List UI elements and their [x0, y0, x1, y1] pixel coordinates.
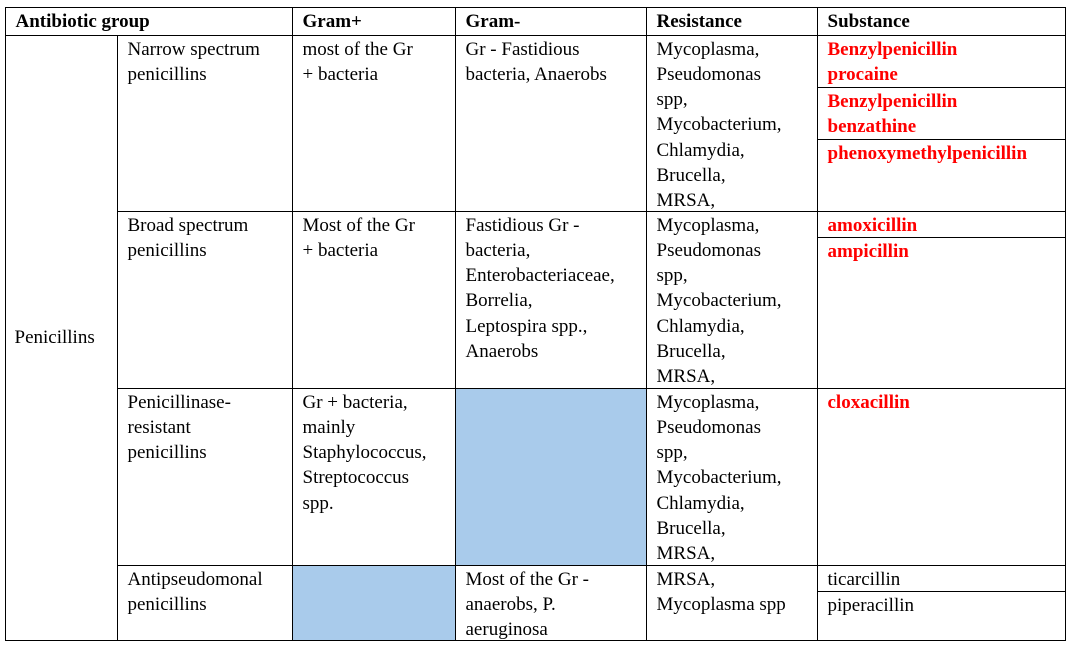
- text-line: Resistance: [656, 10, 742, 32]
- text-line: Gr + bacteria,: [302, 391, 408, 413]
- subgroup-cell: Penicillinase-resistant penicillins: [116, 387, 293, 566]
- text-line: Fastidious Gr -: [465, 214, 580, 236]
- text-line: MRSA,: [656, 366, 716, 388]
- text-line: piperacillin: [827, 594, 915, 616]
- gram-neg-cell: [454, 387, 647, 566]
- text-line: Mycoplasma spp: [656, 593, 786, 615]
- text-line: cloxacillin: [827, 391, 910, 413]
- text-line: penicillins: [127, 593, 207, 615]
- text-line: mainly: [302, 416, 356, 438]
- substance-cell: ampicillin: [816, 236, 1066, 389]
- text-line: Streptococcus: [302, 467, 410, 489]
- gram-pos-cell: Gr + bacteria, mainly Staphylococcus, Strep…: [291, 387, 456, 566]
- text-line: spp.: [302, 492, 334, 514]
- text-line: Pseudomonas: [656, 63, 762, 85]
- substance-cell: cloxacillin: [816, 387, 1066, 566]
- text-line: Mycoplasma,: [656, 214, 760, 236]
- text-line: Chlamydia,: [656, 139, 745, 161]
- text-line: Brucella,: [656, 164, 726, 186]
- text-line: bacteria,: [465, 239, 531, 261]
- gram-pos-cell: most of the Gr + bacteria: [291, 34, 456, 212]
- substance-cell: piperacillin: [816, 590, 1066, 641]
- text-line: Antibiotic group: [15, 10, 150, 32]
- gram-neg-cell: Fastidious Gr - bacteria, Enterobacteriace…: [454, 210, 647, 389]
- gram-neg-cell: Most of the Gr - anaerobs, P. aeruginosa: [454, 564, 647, 641]
- text-line: Antipseudomonal: [127, 568, 263, 590]
- text-line: Gram+: [302, 10, 362, 32]
- text-line: Leptospira spp.,: [465, 315, 588, 337]
- text-line: Enterobacteriaceae,: [465, 265, 615, 287]
- text-line: ticarcillin: [827, 568, 901, 590]
- text-line: Chlamydia,: [656, 492, 745, 514]
- header-cell: Substance: [816, 6, 1066, 36]
- substance-cell: ticarcillin: [816, 564, 1066, 592]
- text-line: Mycobacterium,: [656, 114, 782, 136]
- header-cell: Gram+: [291, 6, 456, 36]
- substance-cell: amoxicillin: [816, 210, 1066, 238]
- subgroup-cell: Antipseudomonal penicillins: [116, 564, 293, 641]
- text-line: procaine: [827, 63, 898, 85]
- text-line: Most of the Gr -: [465, 568, 589, 590]
- text-line: MRSA,: [656, 190, 716, 212]
- text-line: + bacteria: [302, 239, 379, 261]
- text-line: phenoxymethylpenicillin: [827, 142, 1028, 164]
- text-line: Borrelia,: [465, 290, 533, 312]
- text-line: Mycobacterium,: [656, 290, 782, 312]
- text-line: Mycoplasma,: [656, 38, 760, 60]
- text-line: aeruginosa: [465, 619, 548, 641]
- text-line: + bacteria: [302, 63, 379, 85]
- text-line: MRSA,: [656, 568, 716, 590]
- text-line: penicillins: [127, 239, 207, 261]
- text-line: MRSA,: [656, 543, 716, 565]
- subgroup-cell: Broad spectrum penicillins: [116, 210, 293, 389]
- text-line: benzathine: [827, 115, 917, 137]
- header-cell: Antibiotic group: [4, 6, 293, 36]
- text-line: Narrow spectrum: [127, 38, 260, 60]
- header-cell: Gram-: [454, 6, 647, 36]
- text-line: Staphylococcus,: [302, 442, 427, 464]
- text-line: Benzylpenicillin: [827, 38, 958, 60]
- text-line: Chlamydia,: [656, 315, 745, 337]
- text-line: most of the Gr: [302, 38, 413, 60]
- text-line: spp,: [656, 89, 688, 111]
- text-line: Brucella,: [656, 340, 726, 362]
- text-line: Gram-: [465, 10, 521, 32]
- resistance-cell: Mycoplasma, Pseudomonas spp, Mycobacterium,…: [645, 34, 818, 212]
- header-cell: Resistance: [645, 6, 818, 36]
- gram-neg-cell: Gr - Fastidious bacteria, Anaerobs: [454, 34, 647, 212]
- group-cell: Penicillins: [4, 34, 118, 641]
- text-line: Benzylpenicillin: [827, 90, 958, 112]
- text-line: Broad spectrum: [127, 214, 249, 236]
- text-line: Penicillinase-: [127, 391, 231, 413]
- substance-cell: phenoxymethylpenicillin: [816, 138, 1066, 212]
- text-line: resistant: [127, 416, 191, 438]
- text-line: amoxicillin: [827, 214, 918, 236]
- subgroup-cell: Narrow spectrum penicillins: [116, 34, 293, 212]
- text-line: Mycoplasma,: [656, 391, 760, 413]
- resistance-cell: Mycoplasma, Pseudomonas spp, Mycobacterium,…: [645, 210, 818, 389]
- text-line: anaerobs, P.: [465, 593, 556, 615]
- text-line: ampicillin: [827, 240, 909, 262]
- text-line: Most of the Gr: [302, 214, 415, 236]
- text-line: Substance: [827, 10, 910, 32]
- text-line: bacteria, Anaerobs: [465, 63, 607, 85]
- text-line: Pseudomonas: [656, 239, 762, 261]
- text-line: penicillins: [127, 63, 207, 85]
- substance-cell: Benzylpenicillin benzathine: [816, 86, 1066, 140]
- text-line: Brucella,: [656, 517, 726, 539]
- substance-cell: Benzylpenicillin procaine: [816, 34, 1066, 88]
- text-line: penicillins: [127, 442, 207, 464]
- gram-pos-cell: Most of the Gr + bacteria: [291, 210, 456, 389]
- text-line: Anaerobs: [465, 340, 539, 362]
- text-line: spp,: [656, 265, 688, 287]
- resistance-cell: Mycoplasma, Pseudomonas spp, Mycobacterium,…: [645, 387, 818, 566]
- text-line: Mycobacterium,: [656, 467, 782, 489]
- gram-pos-cell: [291, 564, 456, 641]
- text-line: Gr - Fastidious: [465, 38, 580, 60]
- resistance-cell: MRSA, Mycoplasma spp: [645, 564, 818, 641]
- text-line: Penicillins: [14, 327, 95, 349]
- text-line: spp,: [656, 442, 688, 464]
- text-line: Pseudomonas: [656, 416, 762, 438]
